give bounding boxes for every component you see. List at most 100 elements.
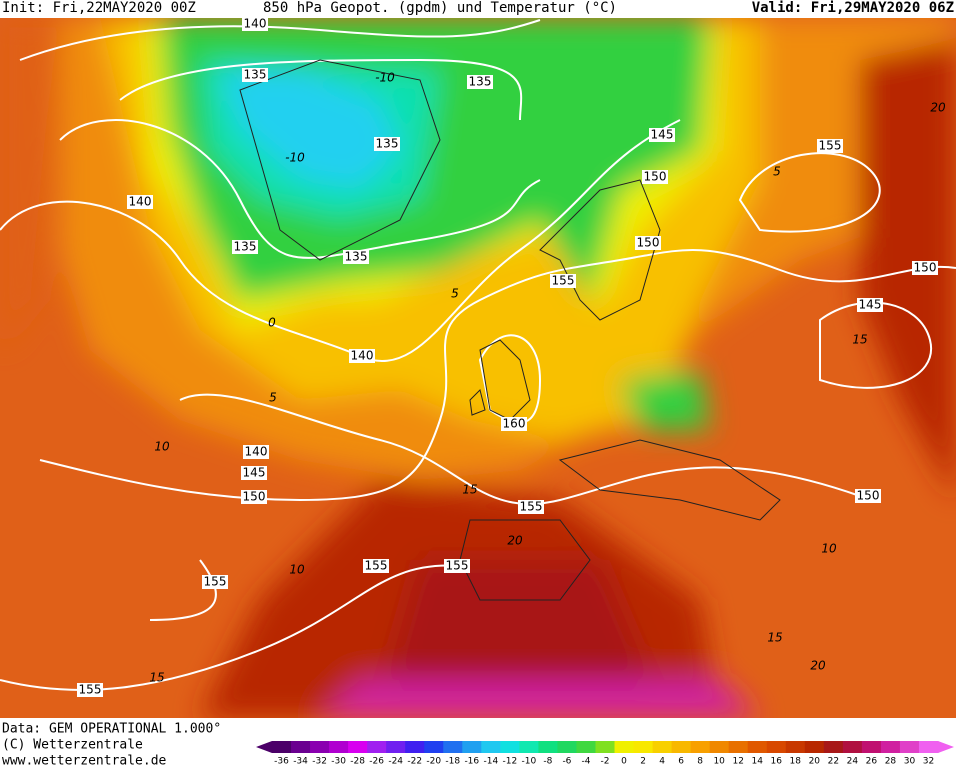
colorbar-tick-label: 14 xyxy=(752,757,764,767)
geopotential-label-box xyxy=(518,500,544,514)
geopotential-label: 155 xyxy=(79,683,102,697)
colorbar-swatch xyxy=(310,741,330,753)
geopotential-label: 140 xyxy=(244,17,267,31)
colorbar-tick-label: -12 xyxy=(503,757,518,767)
geopotential-label: 150 xyxy=(243,490,266,504)
geopotential-label: 155 xyxy=(520,500,543,514)
geopotential-label-box xyxy=(241,466,267,480)
colorbar-swatch xyxy=(709,741,730,753)
colorbar-swatch xyxy=(842,741,863,753)
geopotential-label: 150 xyxy=(857,489,880,503)
colorbar-swatch xyxy=(405,741,425,753)
geopotential-label-box xyxy=(501,417,527,431)
data-source: Data: GEM OPERATIONAL 1.000° xyxy=(2,722,221,737)
geopotential-label-box xyxy=(467,75,493,89)
colorbar-end-high xyxy=(938,741,954,753)
colorbar-swatch xyxy=(443,741,463,753)
colorbar-tick-label: 24 xyxy=(847,757,859,767)
colorbar-swatch xyxy=(519,741,539,753)
colorbar-tick-label: 22 xyxy=(828,757,839,767)
colorbar-swatch xyxy=(766,741,787,753)
colorbar: -36 -34 -32 -30 -28 -26 -24 -22 -20 -18 -16 -14 -12-… xyxy=(256,741,954,767)
colorbar-tick-label: -14 xyxy=(483,757,498,767)
colorbar-swatch xyxy=(785,741,806,753)
temperature-label: 15 xyxy=(149,671,164,685)
temperature-label: 15 xyxy=(767,631,782,645)
colorbar-swatch xyxy=(386,741,406,753)
colorbar-swatch xyxy=(804,741,825,753)
init-time: Init: Fri,22MAY2020 00Z xyxy=(2,0,196,16)
map xyxy=(0,18,956,718)
colorbar-swatch xyxy=(823,741,844,753)
colorbar-swatch xyxy=(747,741,768,753)
temperature-label: 5 xyxy=(451,287,459,301)
website: www.wetterzentrale.de xyxy=(2,754,167,768)
geopotential-label-box xyxy=(127,195,153,209)
colorbar-swatch xyxy=(367,741,387,753)
geopotential-label: 135 xyxy=(469,75,492,89)
temperature-label: 20 xyxy=(930,101,946,115)
geopotential-label-box xyxy=(817,139,843,153)
copyright: (C) Wetterzentrale xyxy=(2,738,143,753)
colorbar-tick-label: -34 xyxy=(293,757,308,767)
colorbar-tick-label: 28 xyxy=(885,757,897,767)
colorbar-swatch xyxy=(918,741,939,753)
colorbar-swatch xyxy=(614,741,635,753)
colorbar-tick-label: -24 xyxy=(388,757,403,767)
colorbar-tick-label: 4 xyxy=(659,757,665,767)
geopotential-label-box xyxy=(242,68,268,82)
temperature-label: -10 xyxy=(375,71,395,85)
colorbar-swatch xyxy=(424,741,444,753)
geopotential-label-box xyxy=(649,128,675,142)
geopotential-label: 135 xyxy=(244,68,267,82)
geopotential-label-box xyxy=(349,349,375,363)
colorbar-swatch xyxy=(633,741,654,753)
colorbar-swatch xyxy=(557,741,577,753)
colorbar-swatch xyxy=(595,741,616,753)
geopotential-label-box xyxy=(77,683,103,697)
geopotential-label-box xyxy=(374,137,400,151)
colorbar-swatch xyxy=(880,741,901,753)
colorbar-tick-label: -32 xyxy=(312,757,327,767)
header: Init: Fri,22MAY2020 00Z 850 hPa Geopot. … xyxy=(2,0,954,16)
temperature-label: 15 xyxy=(462,483,477,497)
geopotential-label: 155 xyxy=(819,139,842,153)
colorbar-swatch xyxy=(861,741,882,753)
colorbar-tick-label: 18 xyxy=(790,757,802,767)
colorbar-tick-label: 26 xyxy=(866,757,878,767)
colorbar-tick-label: -8 xyxy=(543,757,552,767)
geopotential-label: 160 xyxy=(503,417,526,431)
geopotential-label: 155 xyxy=(365,559,388,573)
temperature-label: 20 xyxy=(810,659,826,673)
temperature-label: 20 xyxy=(507,534,523,548)
geopotential-label-box xyxy=(912,261,938,275)
geopotential-label-box xyxy=(243,445,269,459)
colorbar-tick-label: -18 xyxy=(445,757,460,767)
colorbar-tick-label: -22 xyxy=(407,757,422,767)
temperature-label: -10 xyxy=(285,151,305,165)
colorbar-tick-label: -30 xyxy=(331,757,346,767)
geopotential-label-box xyxy=(242,17,268,31)
geopotential-label-box xyxy=(857,298,883,312)
colorbar-tick-label: -28 xyxy=(350,757,365,767)
colorbar-tick-label: 2 xyxy=(640,757,646,767)
colorbar-tick-label: 20 xyxy=(809,757,821,767)
colorbar-tick-label: -20 xyxy=(426,757,441,767)
geopotential-label-box xyxy=(855,489,881,503)
colorbar-tick-label: 16 xyxy=(771,757,783,767)
geopotential-label-box xyxy=(642,170,668,184)
colorbar-swatch xyxy=(462,741,482,753)
colorbar-tick-label: -26 xyxy=(369,757,384,767)
geopotential-label-box xyxy=(444,559,470,573)
colorbar-tick-label: -4 xyxy=(581,757,590,767)
geopotential-label: 135 xyxy=(376,137,399,151)
colorbar-tick-label: 30 xyxy=(904,757,916,767)
colorbar-swatch xyxy=(500,741,520,753)
colorbar-tick-label: 10 xyxy=(713,757,725,767)
temperature-label: 5 xyxy=(773,165,781,179)
colorbar-tick-label: -36 xyxy=(274,757,289,767)
geopotential-label-box xyxy=(363,559,389,573)
footer: Data: GEM OPERATIONAL 1.000° (C) Wetterz… xyxy=(2,722,221,768)
